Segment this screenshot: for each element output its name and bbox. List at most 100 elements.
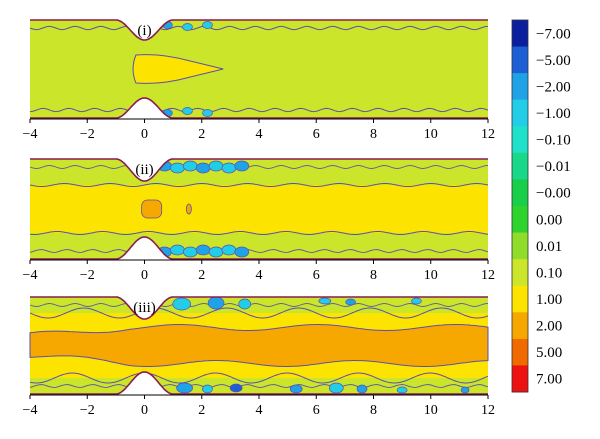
wall-bottom bbox=[30, 371, 488, 395]
colorbar-label: −0.00 bbox=[536, 186, 571, 202]
wall-vortex bbox=[172, 297, 192, 311]
x-tick-label: −2 bbox=[80, 268, 95, 283]
x-tick-label: 2 bbox=[198, 127, 205, 142]
x-tick-label: 8 bbox=[370, 403, 377, 418]
colorbar-label: 0.00 bbox=[536, 212, 562, 228]
x-tick-label: 6 bbox=[313, 268, 320, 283]
core-blob-small bbox=[185, 203, 192, 215]
wall-vortex bbox=[289, 384, 303, 394]
x-tick-label: 10 bbox=[424, 127, 438, 142]
contour-line-top bbox=[29, 183, 489, 187]
x-tick-label: 6 bbox=[313, 403, 320, 418]
stenosis-top bbox=[115, 158, 174, 181]
wall-top bbox=[30, 158, 488, 182]
core-region bbox=[30, 185, 488, 233]
contour-line-near-top bbox=[29, 165, 488, 169]
panel-3: (iii) −4 −2 0 2 4 6 8 10 12 bbox=[23, 296, 495, 418]
x-tick-label: 6 bbox=[313, 127, 320, 142]
colorbar: −7.00 −5.00 −2.00 −1.00 −0.10 −0.01 −0.00 0.00 0… bbox=[511, 19, 571, 393]
colorbar-swatch bbox=[512, 206, 528, 233]
colorbar-label: −0.10 bbox=[536, 133, 571, 149]
x-tick-label: 0 bbox=[141, 403, 148, 418]
wall-vortex bbox=[460, 386, 470, 394]
wall-vortex bbox=[202, 384, 213, 394]
colorbar-swatch bbox=[512, 99, 528, 127]
x-tick-label: 12 bbox=[481, 268, 495, 283]
wall-top bbox=[30, 19, 488, 41]
colorbar-swatch bbox=[512, 20, 528, 47]
colorbar-frame bbox=[511, 19, 529, 393]
wall-vortex bbox=[202, 109, 213, 117]
wall-bottom bbox=[30, 97, 488, 119]
panel-label: (iii) bbox=[133, 300, 156, 316]
wall-bottom bbox=[30, 236, 488, 260]
x-tick-label: 2 bbox=[198, 403, 205, 418]
colorbar-swatch bbox=[512, 285, 528, 313]
wall-vortex bbox=[182, 246, 198, 258]
colorbar-swatch bbox=[512, 73, 528, 101]
colorbar-swatch bbox=[512, 152, 528, 180]
contour-line-top bbox=[29, 25, 488, 31]
contour-line-near-bottom bbox=[29, 249, 489, 253]
x-tick-label: −4 bbox=[23, 268, 38, 283]
core-blob bbox=[141, 199, 163, 219]
wall-vortex bbox=[238, 298, 252, 310]
panel-label: (ii) bbox=[135, 162, 153, 178]
x-tick-label: 12 bbox=[481, 403, 495, 418]
colorbar-label: −7.00 bbox=[536, 26, 571, 42]
wall-vortex bbox=[170, 244, 185, 256]
stenosis-bottom bbox=[115, 98, 174, 119]
colorbar-label: 5.00 bbox=[536, 345, 562, 361]
wall-vortex bbox=[229, 383, 243, 393]
colorbar-swatch bbox=[512, 312, 528, 340]
x-tick-label: 10 bbox=[424, 403, 438, 418]
wall-vortex bbox=[318, 297, 332, 305]
x-tick-label: 0 bbox=[141, 268, 148, 283]
wall-top bbox=[30, 296, 488, 320]
wall-vortex bbox=[396, 386, 408, 394]
x-tick-label: −4 bbox=[23, 127, 38, 142]
colorbar-swatch bbox=[512, 46, 528, 74]
wall-vortex bbox=[345, 298, 356, 306]
wall-vortex bbox=[234, 160, 250, 172]
stenosis-bottom bbox=[115, 237, 174, 260]
x-tick-label: 2 bbox=[198, 268, 205, 283]
stenosis-top bbox=[115, 19, 174, 40]
contour-line-near-bottom bbox=[29, 384, 489, 388]
wall-vortex bbox=[202, 21, 213, 29]
colorbar-swatch bbox=[512, 365, 528, 393]
colorbar-label: −5.00 bbox=[536, 53, 571, 69]
contour-line-bottom bbox=[29, 107, 489, 113]
x-tick-label: 0 bbox=[141, 127, 148, 142]
wall-vortex bbox=[195, 244, 211, 256]
wall-vortex bbox=[182, 160, 198, 172]
core-jet-contour bbox=[132, 54, 224, 84]
stenosis-top bbox=[115, 296, 174, 319]
contour-line-top bbox=[29, 307, 489, 319]
panel-label: (i) bbox=[137, 23, 151, 39]
wall-vortex bbox=[208, 246, 224, 258]
colorbar-swatch bbox=[512, 232, 528, 260]
x-tick-label: −4 bbox=[23, 403, 38, 418]
colorbar-label: −1.00 bbox=[536, 106, 571, 122]
x-tick-label: 4 bbox=[256, 127, 263, 142]
colorbar-label: 2.00 bbox=[536, 319, 562, 335]
wall-vortex bbox=[234, 246, 250, 258]
wall-vortex bbox=[221, 244, 237, 256]
wall-vortex bbox=[195, 162, 211, 174]
x-tick-label: 12 bbox=[481, 127, 495, 142]
wall-vortex bbox=[356, 384, 368, 394]
wall-vortex bbox=[411, 297, 422, 305]
colorbar-swatch bbox=[512, 259, 528, 287]
colorbar-label: 0.01 bbox=[536, 239, 562, 255]
panels: (i) −4 −2 0 2 4 6 8 10 12 (ii) −4 −2 0 2 4 6 8 10 12 (iii) −4… bbox=[23, 19, 495, 418]
colorbar-swatch bbox=[512, 179, 528, 207]
panel-1: (i) −4 −2 0 2 4 6 8 10 12 bbox=[23, 19, 495, 142]
core-orange-region bbox=[29, 324, 489, 367]
x-tick-label: 8 bbox=[370, 127, 377, 142]
panel-background bbox=[30, 20, 488, 118]
wall-vortex bbox=[182, 107, 193, 115]
wall-vortex bbox=[328, 382, 344, 394]
colorbar-label: 1.00 bbox=[536, 292, 562, 308]
